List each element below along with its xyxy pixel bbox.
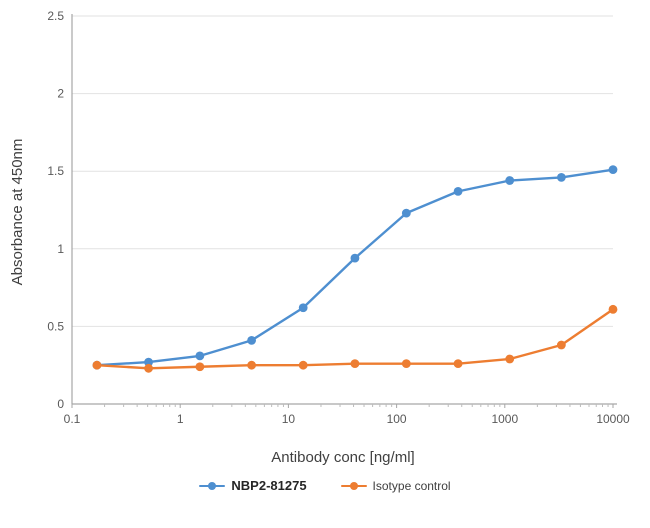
- x-tick-label: 0.1: [64, 412, 81, 426]
- y-tick-label: 2.5: [47, 9, 64, 23]
- data-point: [453, 359, 463, 369]
- data-point: [247, 360, 257, 370]
- legend-marker-line-icon: [340, 481, 367, 491]
- chart-layers: 0 0.5 1 1.5 2 2.5 0.1 1 10 100 1000 10000: [47, 9, 630, 426]
- x-tick-label: 10: [282, 412, 296, 426]
- series-line: [95, 168, 615, 367]
- data-point: [556, 340, 566, 350]
- y-tick-label: 0: [57, 397, 64, 411]
- data-point: [608, 165, 618, 175]
- data-point: [453, 186, 463, 196]
- data-point: [608, 304, 618, 314]
- data-point: [92, 360, 102, 370]
- x-tick-label: 1: [177, 412, 184, 426]
- legend-marker-line-icon: [199, 481, 226, 491]
- legend-dot-icon: [208, 481, 217, 490]
- data-point: [350, 359, 360, 369]
- x-axis-title: Antibody conc [ng/ml]: [271, 449, 414, 466]
- x-tick-label: 10000: [596, 412, 630, 426]
- legend-item-series-0: NBP2-81275: [199, 478, 307, 493]
- y-tick-label: 2: [57, 87, 64, 101]
- chart-plot-area: 0 0.5 1 1.5 2 2.5 0.1 1 10 100 1000 10000 Absorbanc…: [9, 9, 630, 466]
- data-point: [144, 357, 153, 367]
- data-point: [505, 176, 515, 185]
- y-tick-label: 1: [57, 242, 64, 256]
- data-point: [556, 173, 566, 182]
- data-point: [144, 363, 153, 373]
- data-point: [401, 359, 411, 369]
- data-point: [247, 335, 257, 345]
- chart-legend: NBP2-81275 Isotype control: [0, 478, 650, 493]
- legend-dot-icon: [349, 481, 358, 490]
- data-point: [505, 354, 515, 364]
- data-point: [195, 351, 205, 361]
- legend-label: Isotype control: [372, 478, 451, 493]
- x-tick-label: 100: [387, 412, 407, 426]
- y-tick-label: 0.5: [47, 319, 64, 333]
- legend-label: NBP2-81275: [231, 478, 307, 493]
- data-point: [298, 303, 308, 313]
- legend-item-series-1: Isotype control: [340, 478, 451, 493]
- y-axis-title: Absorbance at 450nm: [9, 139, 26, 286]
- data-point: [195, 362, 205, 372]
- data-point: [298, 360, 308, 370]
- data-point: [350, 253, 360, 263]
- y-tick-label: 1.5: [47, 164, 64, 178]
- x-tick-label: 1000: [491, 412, 518, 426]
- data-point: [401, 208, 411, 218]
